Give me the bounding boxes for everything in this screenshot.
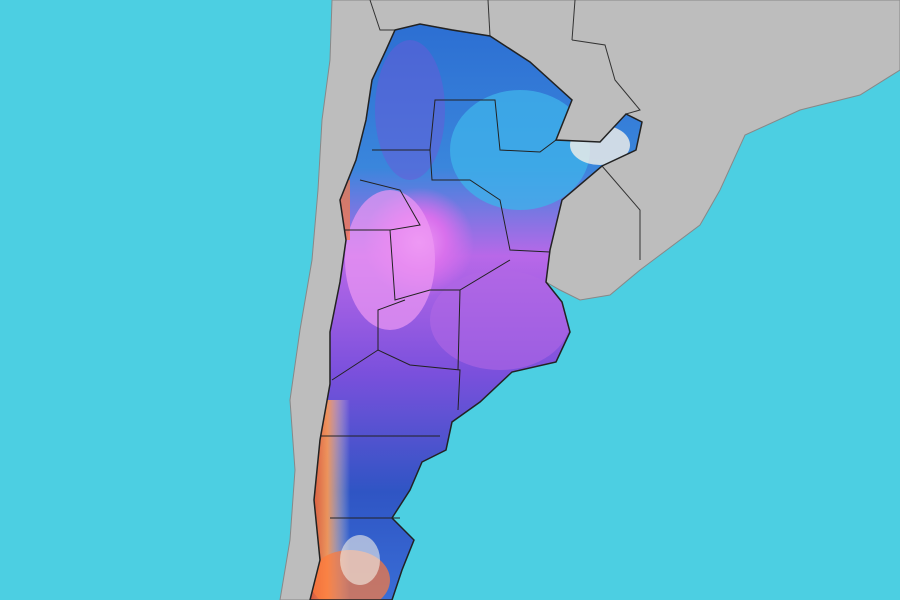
country-borders [369, 0, 641, 260]
province-borders [320, 99, 557, 519]
